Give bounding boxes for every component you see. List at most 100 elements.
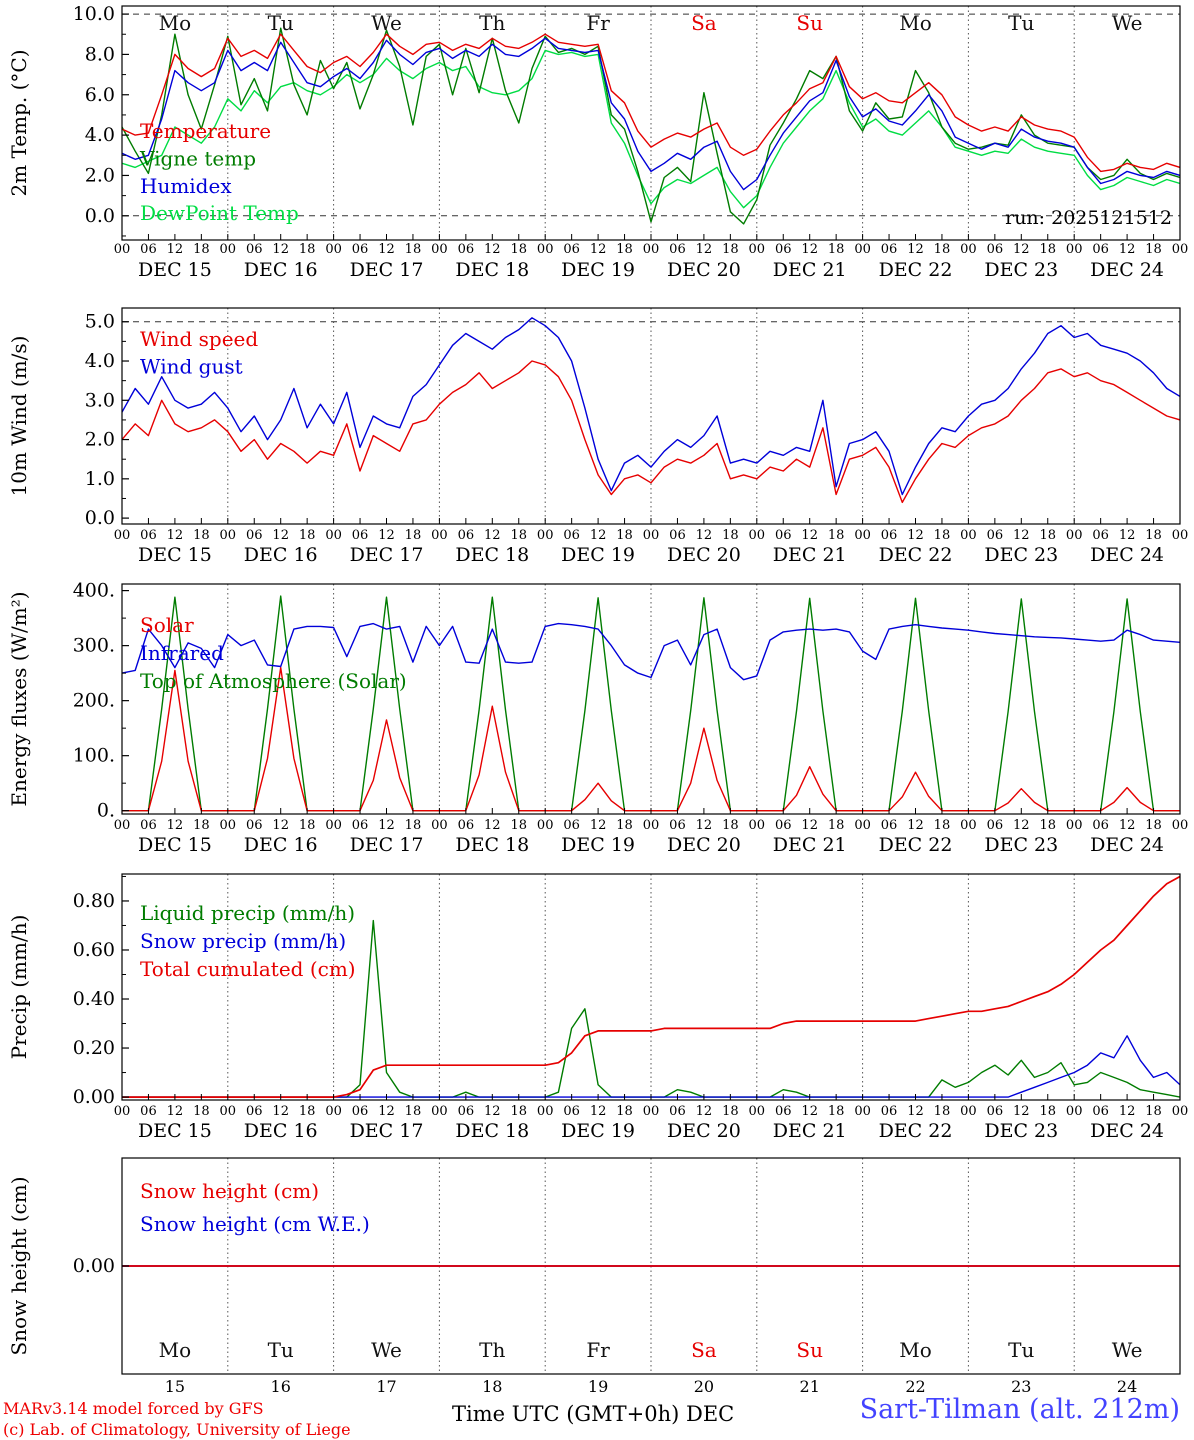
weekday-label-top: Sa <box>691 11 717 35</box>
lab-credit: (c) Lab. of Climatology, University of L… <box>3 1420 351 1439</box>
hour-label: 06 <box>987 242 1004 257</box>
hour-label: 06 <box>775 1104 792 1119</box>
day-number-label: 18 <box>482 1377 502 1396</box>
series-vigne_temp <box>122 27 1180 225</box>
hour-label: 18 <box>193 818 210 833</box>
date-label: DEC 16 <box>244 834 318 856</box>
legend-temperature-2: Humidex <box>140 174 232 198</box>
y-tick-label: 0.0 <box>85 507 115 529</box>
date-label: DEC 15 <box>138 1120 212 1142</box>
panel-snow_height: 0.00 Snow height (cm) Snow height (cm W.E.… <box>7 1157 1181 1396</box>
hour-label: 06 <box>881 818 898 833</box>
y-axis-title-precip: Precip (mm/h) <box>7 915 31 1060</box>
date-label: DEC 23 <box>984 544 1058 566</box>
y-tick-label: 3.0 <box>85 389 115 411</box>
hour-label: 06 <box>246 1104 263 1119</box>
hour-label: 06 <box>987 528 1004 543</box>
hour-label: 12 <box>590 1104 607 1119</box>
hour-label: 12 <box>378 1104 395 1119</box>
legend-precip-0: Liquid precip (mm/h) <box>140 901 355 925</box>
day-number-label: 19 <box>588 1377 608 1396</box>
date-label: DEC 19 <box>561 544 635 566</box>
date-label: DEC 20 <box>667 259 741 281</box>
footer-credits: MARv3.14 model forced by GFS (c) Lab. of… <box>3 1398 351 1440</box>
hour-label: 12 <box>167 528 184 543</box>
date-label: DEC 21 <box>773 834 847 856</box>
hour-label: 00 <box>1172 1104 1189 1119</box>
hour-label: 00 <box>1172 242 1189 257</box>
weekday-label-bottom: Mo <box>899 1338 932 1362</box>
date-label: DEC 15 <box>138 544 212 566</box>
hour-label: 18 <box>828 242 845 257</box>
hour-label: 06 <box>246 242 263 257</box>
date-label: DEC 23 <box>984 834 1058 856</box>
day-number-label: 22 <box>905 1377 925 1396</box>
date-label: DEC 21 <box>773 1120 847 1142</box>
panel-precip: 0.00 0.20 0.40 0.60 0.80 00 06 12 18 00 06 12 18 00 06… <box>7 873 1189 1142</box>
hour-label: 00 <box>537 818 554 833</box>
weekday-label-bottom: Tu <box>268 1338 294 1362</box>
hour-label: 18 <box>1145 1104 1162 1119</box>
hour-label: 06 <box>140 242 157 257</box>
hour-label: 12 <box>272 818 289 833</box>
hour-label: 00 <box>643 1104 660 1119</box>
hour-label: 06 <box>352 818 369 833</box>
weekday-label-top: Fr <box>586 11 610 35</box>
hour-label: 06 <box>775 818 792 833</box>
series-humidex <box>122 37 1180 191</box>
hour-label: 00 <box>960 818 977 833</box>
day-number-label: 17 <box>376 1377 396 1396</box>
hour-label: 18 <box>299 528 316 543</box>
date-label: DEC 21 <box>773 259 847 281</box>
hour-label: 06 <box>458 1104 475 1119</box>
hour-label: 18 <box>828 818 845 833</box>
station-label: Sart-Tilman (alt. 212m) <box>859 1394 1180 1425</box>
hour-label: 00 <box>854 818 871 833</box>
hour-label: 12 <box>484 242 501 257</box>
hour-label: 06 <box>563 528 580 543</box>
hour-label: 12 <box>1013 818 1030 833</box>
hour-label: 18 <box>405 242 422 257</box>
hour-label: 12 <box>1013 528 1030 543</box>
series-temperature <box>122 33 1180 173</box>
hour-label: 00 <box>325 242 342 257</box>
hour-label: 06 <box>775 528 792 543</box>
hour-label: 18 <box>934 528 951 543</box>
date-label: DEC 22 <box>879 1120 953 1142</box>
day-number-label: 16 <box>271 1377 291 1396</box>
hour-label: 12 <box>801 528 818 543</box>
hour-label: 00 <box>220 818 237 833</box>
hour-label: 18 <box>405 818 422 833</box>
hour-label: 00 <box>431 528 448 543</box>
legend-snow_height-0: Snow height (cm) <box>140 1179 319 1203</box>
hour-label: 00 <box>537 528 554 543</box>
weekday-label-bottom: Mo <box>159 1338 192 1362</box>
y-tick-label: 0.00 <box>73 1086 115 1108</box>
hour-label: 00 <box>114 818 131 833</box>
hour-label: 00 <box>1172 818 1189 833</box>
hour-label: 06 <box>352 242 369 257</box>
series-wind_gust <box>122 317 1180 496</box>
hour-label: 06 <box>1092 818 1109 833</box>
y-axis-title-snow_height: Snow height (cm) <box>7 1176 31 1355</box>
hour-label: 00 <box>643 528 660 543</box>
hour-label: 12 <box>272 242 289 257</box>
hour-label: 18 <box>722 1104 739 1119</box>
hour-label: 00 <box>960 528 977 543</box>
hour-label: 12 <box>378 242 395 257</box>
hour-label: 00 <box>537 1104 554 1119</box>
hour-label: 18 <box>616 1104 633 1119</box>
hour-label: 12 <box>907 1104 924 1119</box>
hour-label: 06 <box>881 242 898 257</box>
date-label: DEC 15 <box>138 259 212 281</box>
hour-label: 12 <box>484 528 501 543</box>
hour-label: 00 <box>325 818 342 833</box>
legend-precip-2: Total cumulated (cm) <box>140 957 356 981</box>
panel-energy_fluxes: 0. 100. 200. 300. 400. 00 06 12 18 00 06 12 18 00 06 12… <box>7 580 1188 856</box>
weekday-label-bottom: Tu <box>1008 1338 1034 1362</box>
hour-label: 18 <box>1039 818 1056 833</box>
hour-label: 18 <box>616 528 633 543</box>
weekday-label-top: Tu <box>1008 11 1034 35</box>
hour-label: 00 <box>749 1104 766 1119</box>
